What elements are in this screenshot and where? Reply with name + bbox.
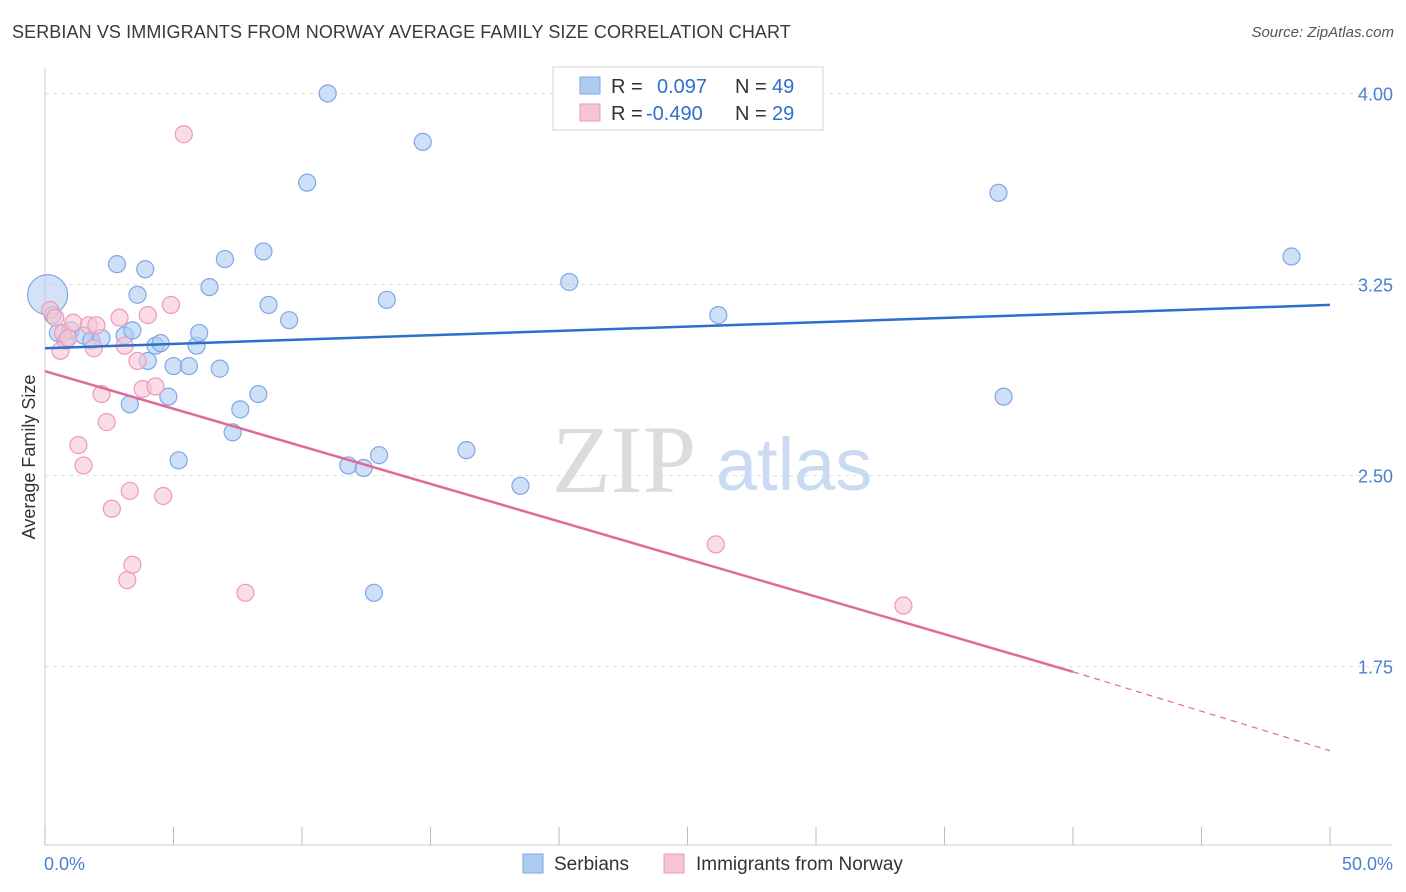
data-point-norway — [120, 481, 139, 500]
series-norway-points — [41, 125, 913, 615]
data-point-norway — [87, 316, 106, 335]
data-point-serbians — [560, 272, 579, 292]
data-point-norway — [161, 295, 181, 315]
data-point-serbians — [190, 323, 209, 343]
data-point-norway — [706, 535, 725, 554]
series-legend: Serbians Immigrants from Norway — [522, 853, 903, 875]
watermark: ZIP atlas — [552, 406, 872, 513]
data-point-norway — [128, 351, 147, 371]
legend-n-label-norway: N = — [735, 103, 767, 125]
data-point-serbians — [169, 451, 188, 470]
legend-n-label-serbians: N = — [735, 76, 767, 98]
data-point-serbians — [370, 446, 389, 465]
data-point-norway — [154, 486, 173, 506]
data-point-serbians — [123, 321, 142, 340]
data-point-serbians — [364, 583, 384, 602]
data-point-serbians — [413, 132, 432, 151]
legend-r-value-norway: -0.490 — [646, 103, 703, 125]
axes — [44, 68, 1392, 846]
x-tick-label-min: 0.0% — [44, 854, 85, 874]
y-tick-label: 4.00 — [1358, 84, 1393, 104]
data-point-serbians — [210, 359, 229, 378]
data-point-serbians — [164, 356, 183, 376]
data-point-serbians — [280, 311, 299, 330]
legend-r-label-serbians: R = — [611, 76, 643, 98]
data-point-serbians — [259, 295, 278, 315]
data-point-serbians — [457, 441, 476, 460]
data-point-norway — [118, 570, 137, 590]
watermark-atlas: atlas — [716, 423, 872, 506]
data-point-serbians — [298, 173, 317, 192]
data-point-norway — [236, 583, 255, 602]
data-point-norway — [146, 377, 165, 396]
data-point-norway — [69, 435, 88, 455]
data-point-norway — [102, 499, 121, 518]
data-point-norway — [97, 413, 116, 432]
data-point-serbians — [231, 400, 250, 419]
data-point-serbians — [709, 306, 728, 325]
data-point-serbians — [989, 183, 1008, 202]
trend-lines — [44, 303, 1331, 752]
data-point-serbians — [107, 255, 127, 274]
bottom-legend-swatch-serbians — [522, 853, 544, 874]
data-point-norway — [894, 596, 913, 615]
data-point-norway — [84, 339, 103, 358]
legend-n-value-serbians: 49 — [772, 76, 794, 98]
data-point-serbians — [377, 290, 396, 309]
bottom-legend-swatch-norway — [663, 853, 685, 874]
data-point-serbians — [159, 387, 178, 406]
data-point-norway — [64, 313, 83, 332]
data-point-serbians — [511, 476, 530, 495]
data-point-serbians — [1282, 247, 1301, 266]
data-point-norway — [59, 328, 78, 348]
gridlines — [45, 92, 1392, 668]
trend-line-norway — [44, 369, 1074, 673]
source-credit: Source: ZipAtlas.com — [1251, 24, 1394, 41]
legend-n-value-norway: 29 — [772, 103, 794, 125]
y-tick-label: 2.50 — [1358, 467, 1393, 487]
legend-r-label-norway: R = — [611, 103, 643, 125]
x-tick-labels: 0.0% 50.0% — [44, 854, 1393, 874]
legend-swatch-serbians — [579, 76, 601, 95]
y-tick-label: 1.75 — [1358, 658, 1393, 678]
y-tick-labels: 1.75 2.50 3.25 4.00 — [1358, 84, 1393, 677]
data-point-serbians — [254, 242, 273, 261]
data-point-serbians — [179, 356, 199, 376]
trend-line-serbians — [44, 303, 1331, 350]
stats-legend: R = 0.097 N = 49 R = -0.490 N = 29 — [552, 66, 824, 131]
data-point-norway — [110, 308, 129, 327]
data-point-norway — [174, 125, 193, 144]
chart-title: SERBIAN VS IMMIGRANTS FROM NORWAY AVERAG… — [12, 22, 791, 42]
data-point-norway — [138, 306, 157, 325]
trend-line-norway-extension — [1072, 671, 1331, 752]
legend-r-value-serbians: 0.097 — [657, 76, 707, 98]
data-point-serbians — [136, 260, 155, 279]
bottom-legend-label-norway: Immigrants from Norway — [696, 854, 903, 875]
watermark-zip: ZIP — [552, 406, 696, 513]
legend-swatch-norway — [579, 103, 601, 122]
x-tick-label-max: 50.0% — [1342, 854, 1393, 874]
data-point-serbians — [994, 387, 1013, 406]
data-point-serbians — [128, 285, 147, 304]
data-point-norway — [74, 456, 93, 475]
data-point-serbians — [318, 84, 337, 103]
y-tick-label: 3.25 — [1358, 276, 1393, 296]
data-point-norway — [123, 555, 142, 574]
data-point-serbians — [249, 384, 268, 404]
data-point-serbians — [200, 277, 219, 297]
y-axis-label: Average Family Size — [19, 375, 39, 540]
data-point-serbians — [215, 249, 234, 269]
data-point-norway — [46, 308, 65, 327]
bottom-legend-label-serbians: Serbians — [554, 854, 629, 875]
